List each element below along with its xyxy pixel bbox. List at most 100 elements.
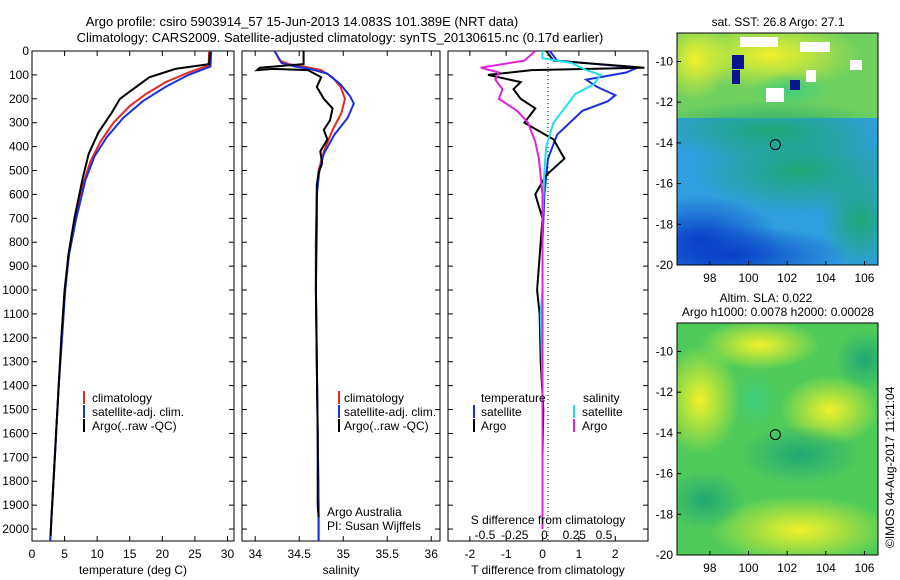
- series-line-satellite-adj-clim: [273, 50, 355, 541]
- latitude-tick-label: -18: [656, 217, 674, 231]
- sal-legend-climatology: climatology: [344, 391, 404, 405]
- depth-tick-label: 1300: [2, 355, 29, 369]
- s-difference-tick-label: 0.5: [596, 528, 613, 542]
- series-line-temperature-satellite: [541, 50, 638, 529]
- longitude-tick-label: 106: [854, 271, 874, 285]
- x-tick-label: 2: [612, 547, 619, 561]
- salinity-series: [254, 50, 355, 541]
- x-tick-label: 0: [539, 547, 546, 561]
- temperature-xlabel: temperature (deg C): [79, 563, 187, 577]
- x-tick-label: 1: [576, 547, 583, 561]
- sst-map-title: sat. SST: 26.8 Argo: 27.1: [712, 15, 845, 29]
- temperature-legend: climatology satellite-adj. clim. Argo(..…: [83, 391, 184, 433]
- latitude-tick-label: -20: [656, 258, 674, 272]
- depth-tick-label: 400: [9, 140, 29, 154]
- legend-argo: Argo(..raw -QC): [92, 419, 177, 433]
- longitude-tick-label: 98: [703, 561, 717, 575]
- longitude-tick-label: 100: [738, 561, 758, 575]
- sal-legend-satellite: satellite-adj. clim.: [344, 405, 436, 419]
- depth-tick-label: 1000: [2, 283, 29, 297]
- x-tick-label: 30: [221, 547, 235, 561]
- salinity-xlabel: salinity: [323, 563, 360, 577]
- t-difference-axis: -2 -1 0 1 2: [448, 50, 648, 561]
- sla-map-subtitle: Argo h1000: 0.0078 h2000: 0.00028: [682, 305, 874, 319]
- depth-tick-label: 0: [22, 44, 29, 58]
- temperature-axis: 0 5 10 15 20 25 30: [29, 51, 235, 561]
- depth-tick-label: 500: [9, 164, 29, 178]
- legend-salinity-title: salinity: [583, 391, 620, 405]
- t-difference-xlabel: T difference from climatology: [471, 563, 625, 577]
- sla-map-axes: 98 100 102 104 106 -10 -12 -14 -16 -18 -20: [656, 344, 875, 575]
- x-tick-label: 35: [337, 547, 351, 561]
- s-difference-tick-label: 0.25: [563, 528, 587, 542]
- series-line-climatology: [273, 50, 347, 541]
- depth-tick-label: 700: [9, 211, 29, 225]
- sla-map-title: Altim. SLA: 0.022: [720, 291, 813, 305]
- argo-float-marker: [769, 139, 781, 151]
- longitude-tick-label: 106: [854, 561, 874, 575]
- depth-axis: 0 100 200 300 400 500 600 700 800 900 1000 1100 1200…: [2, 44, 234, 536]
- x-tick-label: 20: [156, 547, 170, 561]
- sst-heatmap: [677, 33, 878, 265]
- longitude-tick-label: 102: [777, 271, 797, 285]
- x-tick-label: -1: [501, 547, 512, 561]
- depth-tick-label: 200: [9, 92, 29, 106]
- s-difference-tick-label: 0: [541, 528, 548, 542]
- depth-tick-label: 1500: [2, 403, 29, 417]
- latitude-tick-label: -12: [656, 95, 674, 109]
- depth-tick-label: 600: [9, 187, 29, 201]
- diff-legend-s-satellite: satellite: [582, 405, 623, 419]
- x-tick-label: 34.5: [288, 547, 312, 561]
- salinity-axes-frame: [241, 50, 441, 542]
- x-tick-label: 35.5: [376, 547, 400, 561]
- temperature-panel: 0100200300400500600700800900100011001200…: [2, 44, 235, 577]
- longitude-tick-label: 104: [816, 271, 836, 285]
- latitude-tick-label: -14: [656, 136, 674, 150]
- legend-satellite: satellite-adj. clim.: [92, 405, 184, 419]
- diff-legend-s-argo: Argo: [582, 419, 608, 433]
- latitude-tick-label: -16: [656, 467, 674, 481]
- depth-tick-label: 1200: [2, 331, 29, 345]
- x-tick-label: 34: [249, 547, 263, 561]
- latitude-tick-label: -18: [656, 507, 674, 521]
- depth-tick-label: 1700: [2, 450, 29, 464]
- depth-tick-label: 300: [9, 116, 29, 130]
- depth-tick-label: 1400: [2, 379, 29, 393]
- credit-argo-australia: Argo Australia: [327, 505, 402, 519]
- sst-map-frame: [676, 32, 879, 266]
- x-tick-label: 25: [188, 547, 202, 561]
- x-tick-label: 5: [61, 547, 68, 561]
- s-difference-tick-label: -0.5: [475, 528, 496, 542]
- header-title: Argo profile: csiro 5903914_57 15-Jun-20…: [86, 14, 518, 29]
- salinity-panel: 34 34.5 35 35.5 36 salinity climatology sate…: [241, 50, 441, 577]
- salinity-axis: 34 34.5 35 35.5 36: [242, 50, 440, 561]
- series-line-argo-raw-qc: [254, 51, 334, 518]
- latitude-tick-label: -14: [656, 426, 674, 440]
- series-line-climatology: [49, 50, 211, 542]
- temperature-axes-frame: [31, 50, 235, 542]
- sla-map-frame: [676, 322, 879, 556]
- sst-map-axes: 98 100 102 104 106 -10 -12 -14 -16 -18 -20: [656, 54, 875, 285]
- difference-series: [480, 50, 645, 529]
- difference-legend: temperature satellite Argo salinity sate…: [473, 391, 623, 433]
- depth-tick-label: 100: [9, 68, 29, 82]
- temperature-series: [49, 50, 213, 542]
- sst-map: sat. SST: 26.8 Argo: 27.1 98 100 102 104 106…: [656, 15, 879, 285]
- legend-climatology: climatology: [92, 391, 152, 405]
- header-subtitle: Climatology: CARS2009. Satellite-adjuste…: [77, 30, 604, 45]
- legend-temperature-title: temperature: [481, 391, 546, 405]
- latitude-tick-label: -20: [656, 548, 674, 562]
- longitude-tick-label: 98: [703, 271, 717, 285]
- diff-legend-t-argo: Argo: [481, 419, 507, 433]
- latitude-tick-label: -10: [656, 344, 674, 358]
- sal-legend-argo: Argo(..raw -QC): [344, 419, 429, 433]
- series-line-argo-raw-qc: [49, 52, 211, 537]
- depth-tick-label: 1600: [2, 426, 29, 440]
- credit-pi: PI: Susan Wijffels: [327, 519, 421, 533]
- x-tick-label: 36: [425, 547, 439, 561]
- imos-credit: ©IMOS 04-Aug-2017 11:21:04: [883, 386, 897, 548]
- s-difference-tick-label: -0.25: [501, 528, 529, 542]
- diff-legend-t-satellite: satellite: [481, 405, 522, 419]
- depth-tick-label: 1900: [2, 498, 29, 512]
